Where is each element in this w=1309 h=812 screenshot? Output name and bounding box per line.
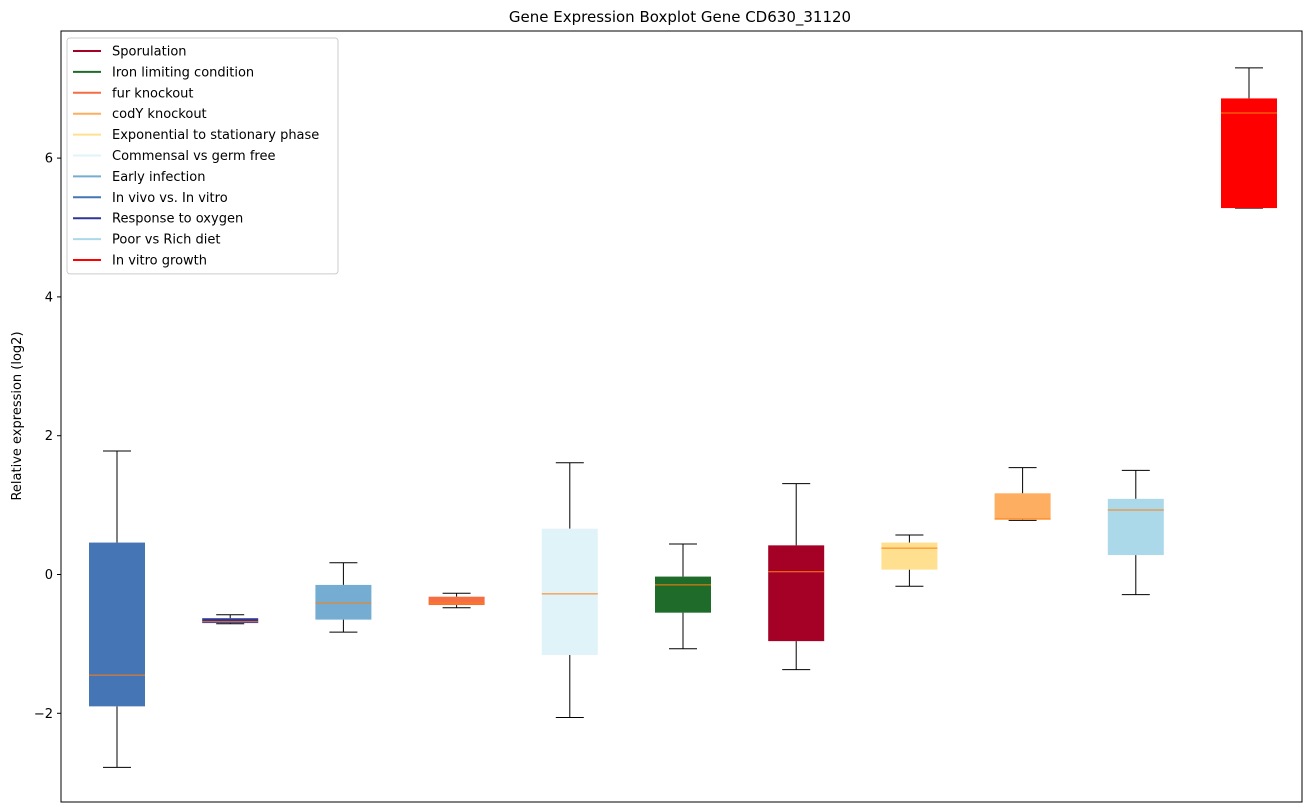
box-in-vitro-growth: [1221, 67, 1277, 209]
box-iron-limiting-condition: [655, 543, 711, 650]
box-body: [202, 618, 259, 624]
legend: Sporulation Iron limiting condition fur kn…: [66, 37, 339, 275]
legend-entry: codY knockout: [73, 107, 207, 122]
legend-entry: Poor vs Rich diet: [73, 233, 220, 248]
legend-label: Iron limiting condition: [112, 65, 254, 80]
box-fur-knockout: [428, 592, 485, 609]
legend-label: Response to oxygen: [112, 212, 243, 227]
legend-label: Exponential to stationary phase: [112, 128, 319, 143]
y-tick-label: 0: [45, 568, 53, 583]
y-tick-label: −2: [34, 707, 53, 722]
legend-label: Sporulation: [112, 45, 187, 60]
legend-label: Early infection: [112, 170, 205, 185]
y-tick-label: 6: [45, 152, 53, 167]
box-in-vivo-vs-in-vitro: [89, 450, 145, 768]
box-cody-knockout: [994, 467, 1051, 521]
box-body: [315, 584, 372, 620]
legend-entry: In vitro growth: [73, 254, 207, 269]
legend-entry: Sporulation: [73, 45, 187, 60]
legend-entry: In vivo vs. In vitro: [73, 191, 228, 206]
box-response-to-oxygen: [202, 614, 259, 625]
legend-entry: Early infection: [73, 170, 205, 185]
legend-label: Poor vs Rich diet: [112, 233, 220, 248]
box-body: [428, 596, 485, 606]
box-sporulation: [768, 483, 825, 671]
legend-entry: Commensal vs germ free: [73, 149, 275, 164]
box-body: [541, 528, 598, 656]
box-body: [89, 542, 145, 707]
box-body: [994, 493, 1051, 520]
box-body: [881, 542, 938, 570]
box-body: [655, 576, 711, 613]
legend-entry: Iron limiting condition: [73, 65, 254, 80]
legend-entry: Response to oxygen: [73, 212, 243, 227]
y-tick-label: 2: [45, 429, 53, 444]
legend-entry: fur knockout: [73, 86, 194, 101]
box-body: [768, 545, 825, 642]
legend-label: In vitro growth: [112, 254, 207, 269]
legend-frame: [66, 37, 339, 275]
legend-label: Commensal vs germ free: [112, 149, 275, 164]
y-tick-label: 4: [45, 290, 53, 305]
y-axis-label: Relative expression (log2): [10, 331, 25, 500]
box-poor-vs-rich-diet: [1107, 469, 1164, 596]
box-body: [1221, 98, 1277, 209]
box-exponential-to-stationary-phase: [881, 534, 938, 587]
box-early-infection: [315, 562, 372, 633]
box-body: [1107, 498, 1164, 556]
legend-entry: Exponential to stationary phase: [73, 128, 319, 143]
legend-label: In vivo vs. In vitro: [112, 191, 228, 206]
legend-label: codY knockout: [112, 107, 207, 122]
plot-frame: [60, 30, 1303, 803]
chart-title: Gene Expression Boxplot Gene CD630_31120: [509, 8, 851, 27]
box-commensal-vs-germ-free: [541, 462, 598, 718]
legend-label: fur knockout: [112, 86, 194, 101]
